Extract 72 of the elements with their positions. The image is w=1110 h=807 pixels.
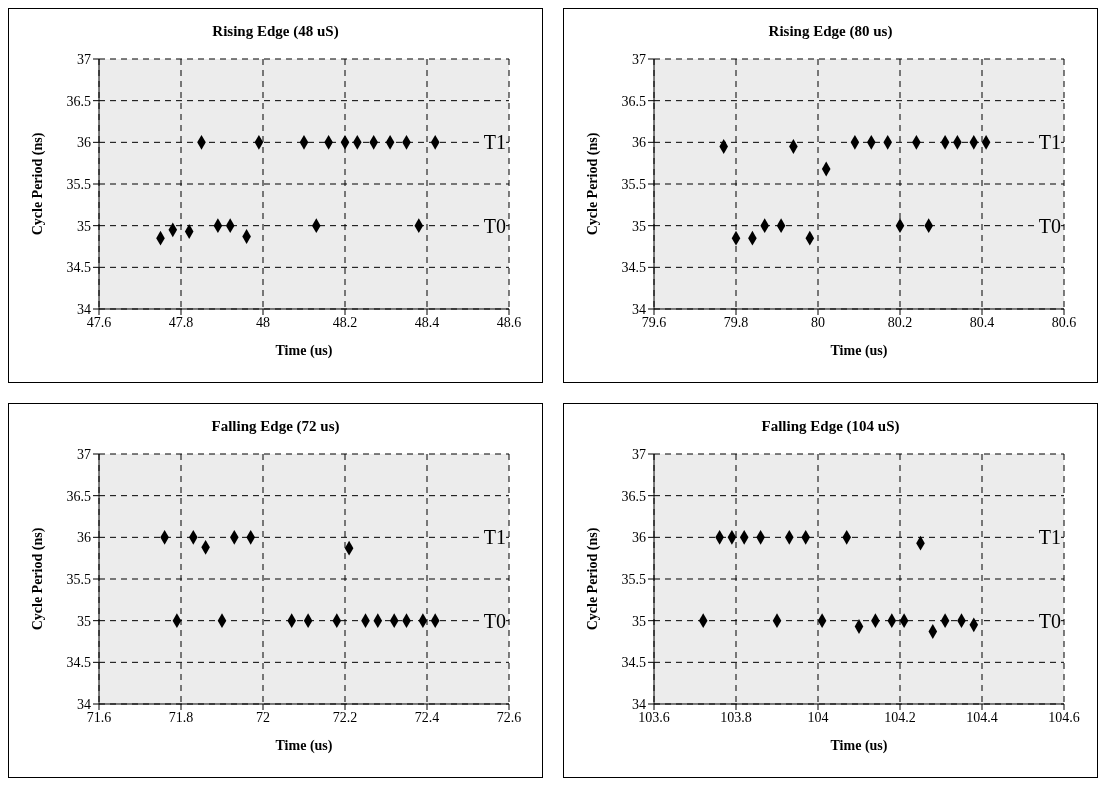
y-tick-label: 36	[632, 135, 646, 151]
chart-title: Falling Edge (104 uS)	[760, 417, 901, 436]
y-tick-label: 36	[632, 530, 646, 546]
y-tick-label: 37	[632, 51, 646, 67]
annotation: T0	[483, 214, 506, 238]
chart-title: Falling Edge (72 us)	[210, 417, 341, 436]
y-tick-label: 35.5	[66, 176, 91, 192]
y-axis-title: Cycle Period (ns)	[584, 132, 601, 236]
annotation: T0	[483, 609, 506, 633]
y-tick-label: 34	[77, 301, 91, 317]
y-tick-label: 36.5	[66, 488, 91, 504]
y-tick-label: 36	[77, 135, 91, 151]
x-tick-label: 71.8	[168, 709, 194, 725]
y-tick-label: 36.5	[66, 93, 91, 109]
y-tick-label: 34	[632, 301, 646, 317]
y-tick-label: 37	[77, 51, 91, 67]
x-tick-label: 104.6	[1048, 709, 1080, 725]
x-tick-label: 104	[807, 709, 829, 725]
y-tick-label: 34.5	[621, 260, 646, 276]
y-tick-label: 34	[77, 696, 91, 712]
x-tick-label: 103.8	[720, 709, 752, 725]
x-tick-label: 47.6	[86, 314, 112, 330]
x-axis-title: Time (us)	[275, 738, 333, 754]
x-tick-label: 80.4	[969, 314, 995, 330]
annotation: T0	[1038, 214, 1061, 238]
x-tick-label: 104.4	[966, 709, 998, 725]
x-tick-label: 79.6	[641, 314, 667, 330]
chart-title: Rising Edge (80 us)	[767, 22, 894, 41]
x-tick-label: 48.2	[332, 314, 358, 330]
annotation: T0	[1038, 609, 1061, 633]
x-tick-label: 80.6	[1051, 314, 1077, 330]
x-axis-title: Time (us)	[830, 343, 888, 359]
x-tick-label: 48.6	[496, 314, 522, 330]
x-tick-label: 80	[811, 314, 825, 330]
annotation: T1	[1038, 130, 1061, 154]
y-axis-title: Cycle Period (ns)	[29, 132, 46, 236]
x-axis-title: Time (us)	[830, 738, 888, 754]
x-tick-label: 104.2	[884, 709, 916, 725]
y-axis-title: Cycle Period (ns)	[584, 527, 601, 631]
y-tick-label: 35.5	[621, 571, 646, 587]
y-tick-label: 35.5	[66, 571, 91, 587]
y-tick-label: 36.5	[621, 488, 646, 504]
x-tick-label: 48	[256, 314, 270, 330]
y-tick-label: 37	[77, 446, 91, 462]
y-tick-label: 37	[632, 446, 646, 462]
y-tick-label: 34.5	[66, 260, 91, 276]
x-tick-label: 72.2	[332, 709, 358, 725]
annotation: T1	[1038, 525, 1061, 549]
annotation: T1	[483, 130, 506, 154]
x-tick-label: 47.8	[168, 314, 194, 330]
chart-title: Rising Edge (48 uS)	[211, 22, 340, 41]
y-tick-label: 34.5	[621, 655, 646, 671]
y-tick-label: 35	[632, 613, 646, 629]
x-tick-label: 71.6	[86, 709, 112, 725]
x-tick-label: 72.4	[414, 709, 440, 725]
y-tick-label: 34.5	[66, 655, 91, 671]
y-tick-label: 34	[632, 696, 646, 712]
y-tick-label: 35	[632, 218, 646, 234]
y-tick-label: 35.5	[621, 176, 646, 192]
x-tick-label: 103.6	[638, 709, 670, 725]
x-tick-label: 72.6	[496, 709, 522, 725]
x-tick-label: 80.2	[887, 314, 913, 330]
y-axis-title: Cycle Period (ns)	[29, 527, 46, 631]
y-tick-label: 35	[77, 613, 91, 629]
x-tick-label: 79.8	[723, 314, 749, 330]
x-axis-title: Time (us)	[275, 343, 333, 359]
annotation: T1	[483, 525, 506, 549]
y-tick-label: 36.5	[621, 93, 646, 109]
x-tick-label: 48.4	[414, 314, 440, 330]
y-tick-label: 36	[77, 530, 91, 546]
x-tick-label: 72	[256, 709, 270, 725]
y-tick-label: 35	[77, 218, 91, 234]
